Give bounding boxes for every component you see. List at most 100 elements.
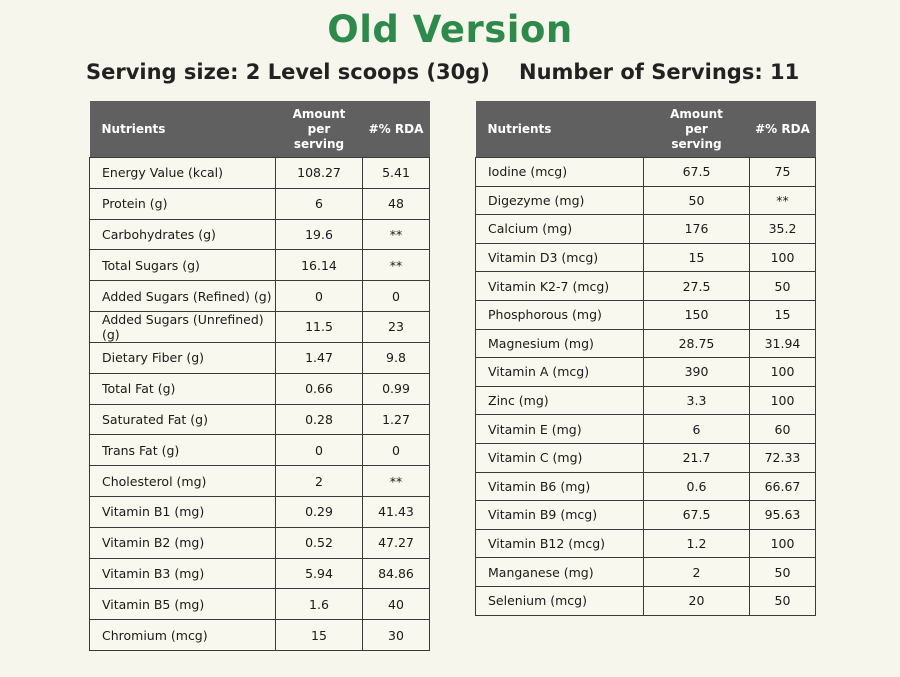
rda-percent-cell: 50: [749, 585, 816, 616]
nutrient-name-cell: Total Fat (g): [89, 372, 276, 405]
rda-percent-cell: 31.94: [749, 328, 816, 359]
amount-per-serving-cell: 15: [643, 242, 750, 273]
nutrient-name-cell: Trans Fat (g): [89, 434, 276, 467]
table-header-row: Nutrients Amount per serving #% RDA: [475, 101, 816, 158]
nutrient-name-cell: Protein (g): [89, 187, 276, 220]
amount-per-serving-cell: 0.29: [275, 495, 363, 528]
nutrient-name-cell: Vitamin A (mcg): [475, 357, 644, 387]
amount-per-serving-cell: 0: [275, 434, 363, 467]
rda-percent-cell: **: [362, 465, 430, 497]
table-row: Vitamin B5 (mg) 1.6 40: [89, 588, 430, 621]
rda-percent-cell: 40: [362, 588, 430, 621]
table-row: Energy Value (kcal) 108.27 5.41: [89, 157, 430, 189]
table-row: Vitamin B9 (mcg) 67.5 95.63: [475, 500, 816, 530]
amount-per-serving-cell: 6: [643, 414, 750, 444]
rda-percent-cell: 100: [749, 385, 816, 416]
amount-per-serving-cell: 390: [643, 357, 750, 387]
rda-percent-cell: 100: [749, 242, 816, 273]
nutrient-name-cell: Vitamin K2-7 (mcg): [475, 271, 644, 301]
nutrient-name-cell: Saturated Fat (g): [89, 403, 276, 436]
rda-percent-cell: 50: [749, 271, 816, 301]
table-row: Phosphorous (mg) 150 15: [475, 299, 816, 330]
rda-percent-cell: 30: [362, 619, 430, 651]
amount-per-serving-cell: 67.5: [643, 157, 750, 187]
table-row: Magnesium (mg) 28.75 31.94: [475, 328, 816, 359]
amount-per-serving-cell: 0.6: [643, 471, 750, 502]
table-row: Cholesterol (mg) 2 **: [89, 465, 430, 497]
amount-per-serving-cell: 1.47: [275, 341, 363, 374]
table-row: Vitamin A (mcg) 390 100: [475, 357, 816, 387]
nutrient-name-cell: Magnesium (mg): [475, 328, 644, 359]
amount-per-serving-cell: 150: [643, 299, 750, 330]
amount-per-serving-cell: 108.27: [275, 157, 363, 189]
amount-per-serving-cell: 21.7: [643, 442, 750, 473]
serving-size-heading: Serving size: 2 Level scoops (30g): [86, 60, 490, 84]
rda-column-header: #% RDA: [749, 101, 816, 158]
nutrient-name-cell: Added Sugars (Refined) (g): [89, 280, 276, 312]
nutrient-name-cell: Vitamin B9 (mcg): [475, 500, 644, 530]
rda-percent-cell: 5.41: [362, 157, 430, 189]
table-row: Manganese (mg) 2 50: [475, 557, 816, 587]
rda-percent-cell: **: [362, 218, 430, 251]
nutrients-column-header: Nutrients: [89, 101, 276, 158]
table-row: Protein (g) 6 48: [89, 187, 430, 220]
nutrition-table-left: Nutrients Amount per serving #% RDA Ener…: [89, 101, 430, 651]
table-row: Chromium (mcg) 15 30: [89, 619, 430, 651]
table-row: Total Fat (g) 0.66 0.99: [89, 372, 430, 405]
nutrient-name-cell: Vitamin B2 (mg): [89, 526, 276, 559]
rda-percent-cell: 100: [749, 357, 816, 387]
table-row: Total Sugars (g) 16.14 **: [89, 249, 430, 282]
amount-per-serving-cell: 50: [643, 185, 750, 216]
rda-percent-cell: 75: [749, 157, 816, 187]
rda-percent-cell: 23: [362, 310, 430, 343]
rda-percent-cell: 48: [362, 187, 430, 220]
amount-per-serving-cell: 19.6: [275, 218, 363, 251]
amount-header-line-1: Amount: [670, 106, 723, 121]
nutrient-name-cell: Manganese (mg): [475, 557, 644, 587]
amount-header-line-1: Amount: [292, 106, 346, 121]
amount-per-serving-cell: 16.14: [275, 249, 363, 282]
rda-percent-cell: 1.27: [362, 403, 430, 436]
nutrient-name-cell: Carbohydrates (g): [89, 218, 276, 251]
rda-percent-cell: 72.33: [749, 442, 816, 473]
table-row: Iodine (mcg) 67.5 75: [475, 157, 816, 187]
rda-percent-cell: **: [749, 185, 816, 216]
amount-per-serving-cell: 28.75: [643, 328, 750, 359]
nutrient-name-cell: Vitamin B1 (mg): [89, 495, 276, 528]
amount-per-serving-cell: 0.52: [275, 526, 363, 559]
rda-column-header: #% RDA: [362, 101, 430, 158]
nutrient-name-cell: Vitamin C (mg): [475, 442, 644, 473]
nutrient-name-cell: Dietary Fiber (g): [89, 341, 276, 374]
nutrient-name-cell: Added Sugars (Unrefined) (g): [89, 310, 276, 343]
rda-percent-cell: **: [362, 249, 430, 282]
amount-per-serving-cell: 1.6: [275, 588, 363, 621]
table-row: Vitamin C (mg) 21.7 72.33: [475, 442, 816, 473]
amount-per-serving-cell: 176: [643, 214, 750, 244]
amount-per-serving-cell: 1.2: [643, 528, 750, 559]
amount-per-serving-cell: 2: [643, 557, 750, 587]
amount-header-line-2: per: [307, 121, 331, 136]
rda-percent-cell: 84.86: [362, 557, 430, 590]
amount-header-line-3: serving: [293, 136, 345, 151]
amount-per-serving-cell: 3.3: [643, 385, 750, 416]
table-row: Digezyme (mg) 50 **: [475, 185, 816, 216]
nutrient-name-cell: Vitamin B12 (mcg): [475, 528, 644, 559]
rda-percent-cell: 100: [749, 528, 816, 559]
amount-column-header: Amount per serving: [643, 101, 750, 158]
table-row: Selenium (mcg) 20 50: [475, 585, 816, 616]
table-row: Vitamin B3 (mg) 5.94 84.86: [89, 557, 430, 590]
nutrient-name-cell: Zinc (mg): [475, 385, 644, 416]
nutrients-column-header: Nutrients: [475, 101, 644, 158]
nutrient-name-cell: Calcium (mg): [475, 214, 644, 244]
table-row: Vitamin B1 (mg) 0.29 41.43: [89, 495, 430, 528]
table-row: Zinc (mg) 3.3 100: [475, 385, 816, 416]
table-row: Vitamin E (mg) 6 60: [475, 414, 816, 444]
table-row: Vitamin D3 (mcg) 15 100: [475, 242, 816, 273]
amount-per-serving-cell: 27.5: [643, 271, 750, 301]
nutrient-name-cell: Energy Value (kcal): [89, 157, 276, 189]
nutrient-name-cell: Chromium (mcg): [89, 619, 276, 651]
rda-percent-cell: 15: [749, 299, 816, 330]
amount-per-serving-cell: 2: [275, 465, 363, 497]
nutrient-name-cell: Phosphorous (mg): [475, 299, 644, 330]
amount-column-header: Amount per serving: [275, 101, 363, 158]
